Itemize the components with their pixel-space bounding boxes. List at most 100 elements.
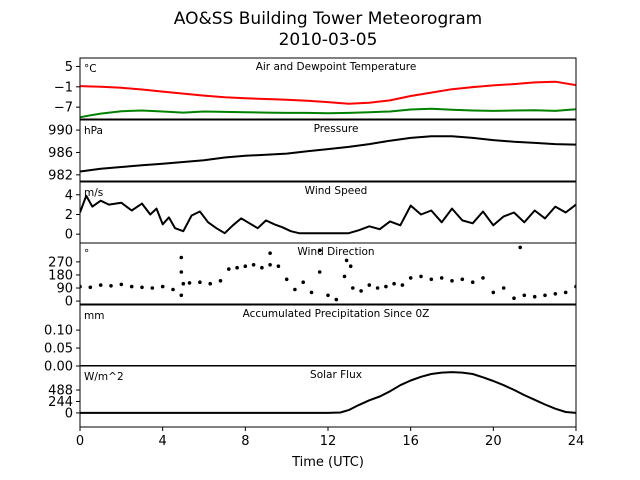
data-point	[251, 263, 256, 267]
data-point	[276, 264, 281, 269]
y-tick-label: 4	[65, 188, 73, 203]
data-point	[129, 284, 134, 289]
y-tick-label: −7	[54, 101, 73, 116]
data-point	[532, 294, 537, 299]
data-point	[384, 284, 388, 289]
panel-stack: 5 −1 −7 Air and Dewpoint Temperature °C 990 98…	[44, 57, 585, 449]
series-line	[80, 135, 576, 173]
data-point	[460, 277, 465, 282]
data-point	[563, 290, 568, 295]
data-point	[160, 284, 165, 289]
data-point	[140, 285, 144, 290]
data-point	[268, 263, 272, 267]
data-point	[218, 279, 223, 283]
data-point	[400, 283, 405, 287]
data-point	[181, 281, 186, 286]
y-tick-label: 0	[65, 228, 73, 243]
series-line	[80, 371, 576, 414]
data-point	[522, 293, 527, 298]
panel-title: Accumulated Precipitation Since 0Z	[243, 308, 430, 320]
data-point	[543, 293, 547, 298]
data-point	[309, 290, 314, 295]
y-tick-label: 0.05	[44, 342, 73, 357]
data-point	[179, 255, 184, 260]
y-tick-label: 244	[48, 395, 73, 410]
data-point	[317, 248, 322, 253]
y-tick-label: 90	[56, 282, 73, 297]
data-point	[227, 267, 231, 271]
y-tick-label: 986	[48, 146, 73, 161]
panel-unit-label: m/s	[84, 187, 103, 199]
data-point	[359, 289, 363, 293]
x-tick-label: 24	[568, 434, 585, 449]
panel-title: Air and Dewpoint Temperature	[256, 61, 417, 73]
series-line	[80, 194, 576, 235]
y-tick-label: 0	[65, 406, 73, 421]
panel-title: Pressure	[314, 123, 359, 135]
x-tick-label: 12	[320, 434, 337, 449]
panel-wind-speed: 4 2 0 Wind Speed m/s	[65, 181, 577, 244]
x-tick-label: 16	[402, 434, 419, 449]
data-point	[98, 283, 103, 287]
x-tick-label: 8	[241, 434, 249, 449]
panel-unit-label: °	[84, 248, 89, 260]
data-point	[419, 274, 423, 279]
data-point	[187, 281, 192, 285]
data-point	[342, 274, 347, 279]
y-tick-label: 0.00	[44, 360, 73, 375]
panel-unit-label: W/m^2	[84, 371, 124, 383]
y-tick-label: 990	[48, 124, 73, 139]
x-tick-label: 0	[76, 434, 84, 449]
data-point	[344, 258, 349, 263]
panel-title: Wind Direction	[297, 246, 374, 258]
data-point	[553, 292, 558, 296]
data-point	[375, 286, 380, 290]
data-point	[450, 279, 454, 283]
data-point	[179, 293, 184, 298]
data-point	[470, 280, 475, 285]
data-point	[198, 280, 202, 285]
y-tick-label: 2	[65, 208, 73, 223]
series-line	[80, 107, 576, 119]
panel-precipitation: 0.10 0.05 0.00 Accumulated Precipitation Si…	[44, 304, 577, 375]
series-line	[80, 80, 576, 105]
y-tick-label: 0.10	[44, 324, 73, 339]
y-tick-label: 488	[48, 384, 73, 399]
y-tick-label: 180	[48, 268, 73, 283]
x-tick-label: 20	[485, 434, 502, 449]
figure-title: AO&SS Building Tower Meteorogram	[174, 9, 482, 29]
figure-subtitle: 2010-03-05	[279, 30, 378, 50]
panel-frame	[79, 57, 577, 120]
data-point	[268, 251, 272, 255]
panel-temperature: 5 −1 −7 Air and Dewpoint Temperature °C	[54, 57, 577, 120]
panel-title: Solar Flux	[310, 369, 362, 381]
data-point	[284, 277, 289, 282]
y-tick-label: −1	[54, 80, 73, 95]
data-point	[243, 264, 248, 269]
data-point	[348, 264, 353, 269]
y-tick-label: 0	[65, 295, 73, 310]
x-tick-label: 4	[159, 434, 167, 449]
data-point	[317, 270, 322, 274]
panel-frame	[79, 119, 577, 182]
data-point	[88, 285, 93, 290]
data-point	[518, 245, 522, 250]
data-point	[439, 276, 444, 280]
panel-unit-label: °C	[84, 63, 97, 75]
data-point	[491, 290, 496, 295]
data-point	[109, 284, 113, 288]
panel-unit-label: hPa	[84, 125, 103, 137]
data-point	[501, 286, 506, 290]
data-point	[260, 265, 264, 270]
data-point	[171, 287, 175, 292]
data-point	[367, 283, 372, 287]
series-points	[80, 245, 576, 302]
data-point	[179, 270, 184, 274]
data-point	[301, 280, 306, 285]
data-point	[150, 286, 155, 290]
y-tick-label: 270	[48, 255, 73, 270]
data-point	[326, 293, 330, 298]
data-point	[235, 265, 239, 270]
